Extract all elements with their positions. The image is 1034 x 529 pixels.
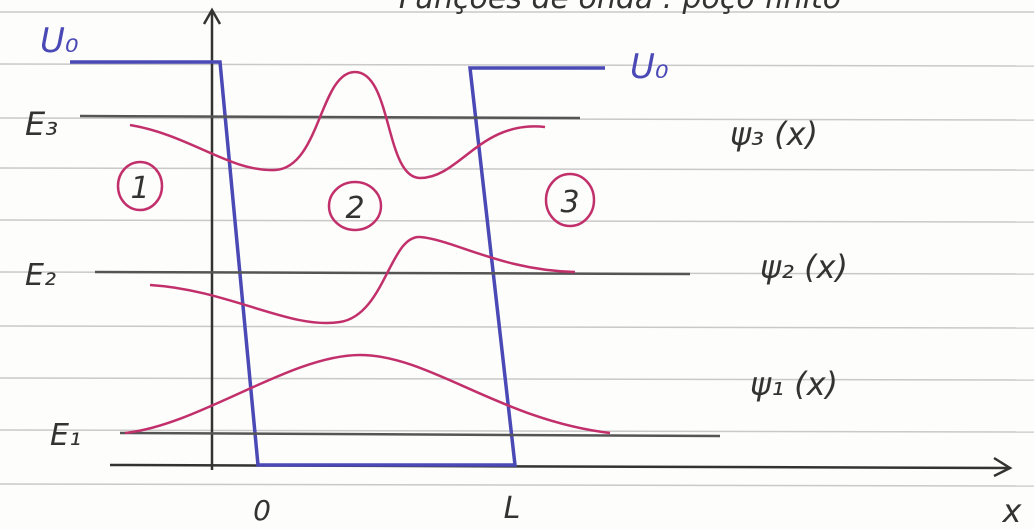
well-width-label: L (504, 491, 521, 526)
energy-label: E₁ (50, 418, 81, 453)
u0-right-label: U₀ (630, 47, 669, 87)
region-label: 1 (130, 171, 149, 206)
wavefunction-label: ψ₂ (x) (760, 248, 848, 286)
origin-label: 0 (253, 494, 271, 527)
wavefunction-label: ψ₁ (x) (750, 365, 838, 403)
energy-label: E₃ (25, 105, 58, 143)
x-axis-label: x (1002, 492, 1023, 529)
header-title: Funções de onda : poço finito (399, 0, 841, 16)
wavefunction-label: ψ₃ (x) (730, 115, 818, 153)
region-label: 2 (345, 191, 364, 226)
energy-label: E₂ (25, 258, 56, 293)
diagram: Funções de onda : poço finito U₀ U₀ E₃ E… (0, 0, 1034, 529)
region-label: 3 (560, 185, 579, 220)
u0-left-label: U₀ (40, 21, 79, 61)
